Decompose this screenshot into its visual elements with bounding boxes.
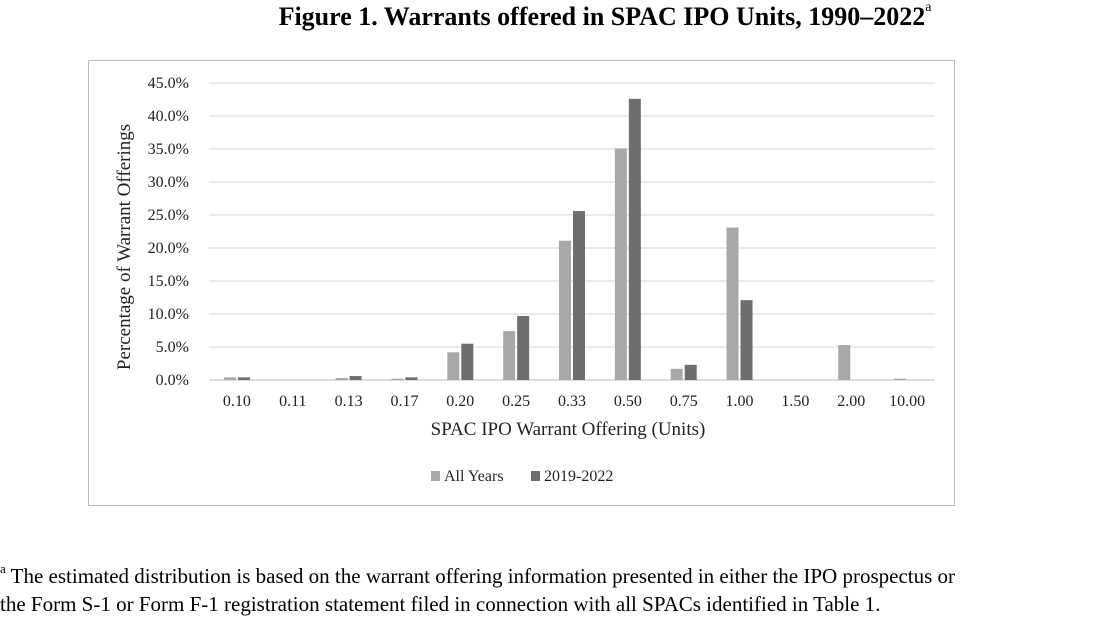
x-tick-label: 2.00 [837,393,865,410]
bar-all-years-0.13 [335,378,348,380]
x-tick-label: 0.11 [279,393,306,410]
bar-all-years-1.00 [726,227,739,380]
bars [223,98,907,380]
bar-all-years-0.25 [503,331,516,380]
x-tick-label: 0.20 [446,393,474,410]
y-tick-label: 0.0% [156,372,189,389]
x-tick-label: 0.75 [670,393,698,410]
bar-all-years-0.75 [670,368,683,380]
legend-swatch-all-years [431,471,440,481]
bar-2019-2022-0.10 [237,377,250,380]
footnote-marker: a [0,561,6,576]
x-tick-label: 0.50 [614,393,642,410]
y-tick-label: 40.0% [148,108,189,125]
x-tick-labels: 0.10 0.11 0.13 0.17 0.20 0.25 0.33 0.50 0.75 1.00… [223,393,925,410]
footnote: a The estimated distribution is based on… [0,557,1100,618]
bar-all-years-0.10 [223,377,236,380]
figure-title-text: Figure 1. Warrants offered in SPAC IPO U… [278,2,926,31]
legend-label-2019-2022: 2019-2022 [544,468,613,485]
y-tick-label: 30.0% [148,174,189,191]
gridlines [209,82,935,381]
figure-title-footnote-marker: a [925,0,932,16]
bar-chart: 0.0% 5.0% 10.0% 15.0% 20.0% 25.0% 30.0% 35.0% 40… [114,75,935,485]
footnote-line-1: a The estimated distribution is based on… [0,557,1100,590]
bar-all-years-0.33 [559,240,571,380]
bar-2019-2022-0.75 [684,364,697,380]
y-tick-label: 15.0% [148,273,189,290]
x-tick-label: 0.10 [223,393,251,410]
bar-2019-2022-0.13 [349,376,362,380]
x-tick-label: 1.00 [726,393,754,410]
chart-frame: 0.0% 5.0% 10.0% 15.0% 20.0% 25.0% 30.0% 35.0% 40… [88,60,955,506]
bar-2019-2022-0.20 [461,343,474,380]
legend: All Years 2019-2022 [431,468,613,485]
footnote-line-2: the Form S-1 or Form F-1 registration st… [0,592,881,616]
y-tick-label: 20.0% [148,240,189,257]
y-tick-label: 5.0% [156,339,189,356]
bar-all-years-0.17 [391,378,404,380]
x-tick-label: 10.00 [889,393,925,410]
bar-2019-2022-1.00 [740,300,753,380]
footnote-text-1: The estimated distribution is based on t… [5,564,956,588]
y-axis-title: Percentage of Warrant Offerings [114,124,135,370]
bar-all-years-10.00 [894,378,907,380]
figure-title: Figure 1. Warrants offered in SPAC IPO U… [0,0,1100,32]
x-tick-label: 0.13 [335,393,363,410]
bar-2019-2022-0.50 [628,98,641,380]
bar-all-years-0.20 [447,352,460,380]
bar-all-years-0.50 [614,148,627,380]
bar-2019-2022-0.17 [405,377,418,380]
bar-2019-2022-0.25 [517,315,530,380]
x-tick-label: 0.33 [558,393,586,410]
legend-label-all-years: All Years [444,468,504,485]
x-axis-title: SPAC IPO Warrant Offering (Units) [431,419,706,440]
y-tick-label: 25.0% [148,207,189,224]
x-tick-label: 1.50 [781,393,809,410]
y-tick-label: 45.0% [148,75,189,92]
legend-swatch-2019-2022 [531,471,540,481]
y-tick-label: 10.0% [148,306,189,323]
x-tick-label: 0.25 [502,393,530,410]
y-tick-label: 35.0% [148,141,189,158]
bar-2019-2022-0.33 [573,211,585,380]
bar-all-years-2.00 [838,345,851,380]
x-tick-label: 0.17 [390,393,418,410]
y-tick-labels: 0.0% 5.0% 10.0% 15.0% 20.0% 25.0% 30.0% 35.0% 40… [148,75,189,389]
